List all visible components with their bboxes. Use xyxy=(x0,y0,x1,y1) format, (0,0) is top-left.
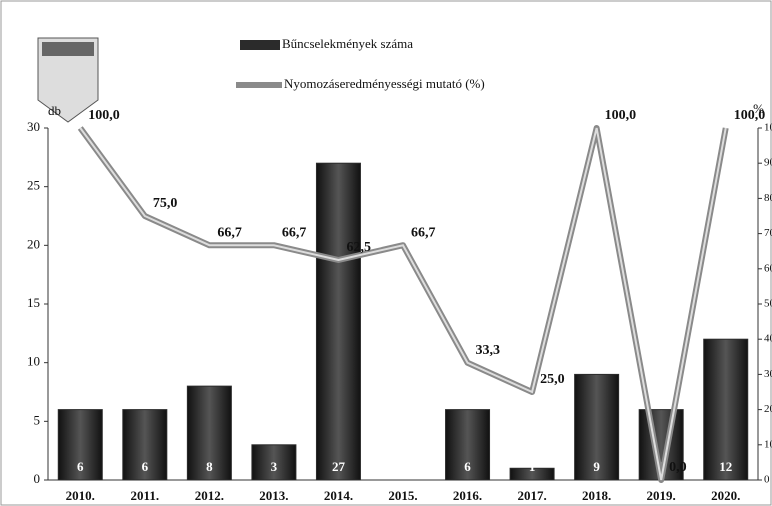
line-value-label: 25,0 xyxy=(540,372,565,387)
bar xyxy=(574,373,620,481)
bar-value-label: 1 xyxy=(529,459,536,474)
legend-label: Bűncselekmények száma xyxy=(282,36,413,51)
y2-tick-label: 60 xyxy=(764,262,772,274)
x-tick-label: 2014. xyxy=(324,488,353,503)
line-value-label: 62,5 xyxy=(346,240,371,255)
x-tick-label: 2013. xyxy=(259,488,288,503)
line-series-highlight xyxy=(79,127,727,481)
y2-tick-label: 30 xyxy=(764,368,772,380)
x-tick-label: 2011. xyxy=(131,488,160,503)
y-tick-label: 15 xyxy=(27,295,40,310)
y2-tick-label: 20 xyxy=(764,403,772,415)
line-value-label: 0,0 xyxy=(669,460,687,475)
bar xyxy=(315,162,361,481)
line-value-label: 75,0 xyxy=(153,196,178,211)
bar-value-label: 3 xyxy=(271,459,278,474)
legend-swatch xyxy=(240,40,280,50)
x-tick-label: 2015. xyxy=(388,488,417,503)
line-value-label: 33,3 xyxy=(476,343,501,358)
y2-tick-label: 0 xyxy=(764,474,770,486)
line-value-label: 100,0 xyxy=(734,108,766,123)
y2-tick-label: 80 xyxy=(764,192,772,204)
x-tick-label: 2017. xyxy=(517,488,546,503)
y-axis-label: db xyxy=(48,103,61,118)
y-tick-label: 20 xyxy=(27,236,40,251)
line-value-label: 66,7 xyxy=(411,225,436,240)
bar xyxy=(251,444,297,481)
line-value-label: 66,7 xyxy=(282,225,307,240)
bar xyxy=(509,467,555,481)
y2-tick-label: 10 xyxy=(764,438,772,450)
y2-tick-label: 90 xyxy=(764,157,772,169)
x-tick-label: 2018. xyxy=(582,488,611,503)
line-value-label: 100,0 xyxy=(88,108,120,123)
bar xyxy=(186,385,232,481)
y2-axis-label: % xyxy=(753,101,764,116)
bar-value-label: 6 xyxy=(142,459,149,474)
bar-value-label: 27 xyxy=(332,459,346,474)
bar-value-label: 6 xyxy=(77,459,84,474)
line-value-label: 100,0 xyxy=(605,108,637,123)
bar xyxy=(57,409,103,481)
y2-tick-label: 70 xyxy=(764,227,772,239)
y2-tick-label: 40 xyxy=(764,333,772,345)
bar xyxy=(122,409,168,481)
x-tick-label: 2010. xyxy=(66,488,95,503)
y-tick-label: 0 xyxy=(34,471,41,486)
y2-tick-label: 50 xyxy=(764,298,772,310)
x-tick-label: 2016. xyxy=(453,488,482,503)
y-tick-label: 25 xyxy=(27,178,40,193)
logo xyxy=(37,37,99,123)
legend-label: Nyomozáseredményességi mutató (%) xyxy=(284,76,485,91)
x-tick-label: 2012. xyxy=(195,488,224,503)
bar-value-label: 6 xyxy=(464,459,471,474)
bar-value-label: 9 xyxy=(593,459,600,474)
x-tick-label: 2020. xyxy=(711,488,740,503)
y-tick-label: 5 xyxy=(34,412,41,427)
bar xyxy=(445,409,491,481)
y2-tick-label: 100 xyxy=(764,122,772,134)
bar xyxy=(703,338,749,481)
bar-value-label: 8 xyxy=(206,459,213,474)
y-tick-label: 10 xyxy=(27,354,40,369)
line-value-label: 66,7 xyxy=(217,225,242,240)
y-tick-label: 30 xyxy=(27,119,40,134)
x-tick-label: 2019. xyxy=(647,488,676,503)
bar-value-label: 12 xyxy=(719,459,732,474)
